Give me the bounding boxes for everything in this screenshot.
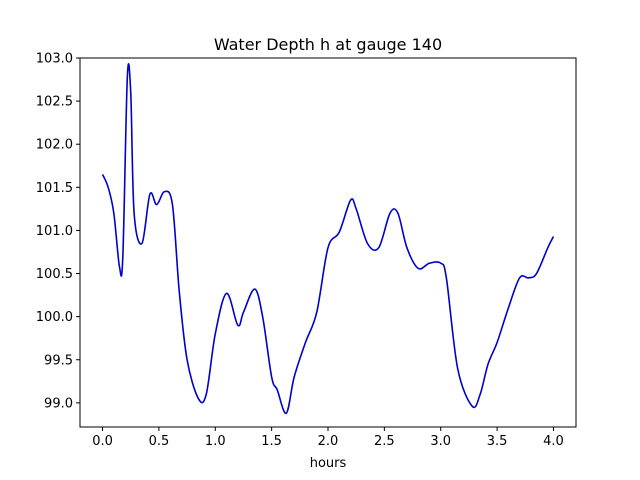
x-tick-label: 1.5: [261, 434, 282, 449]
plot-frame: [79, 57, 577, 428]
x-tick-label: 2.5: [374, 434, 395, 449]
x-tick-label: 2.0: [318, 434, 339, 449]
x-tick-label: 3.5: [487, 434, 508, 449]
chart-title: Water Depth h at gauge 140: [214, 35, 442, 54]
y-tick-label: 103.0: [36, 52, 73, 67]
y-tick-label: 100.0: [36, 310, 73, 325]
y-tick-label: 99.5: [44, 353, 73, 368]
y-tick-label: 99.0: [44, 396, 73, 411]
y-tick-label: 101.5: [36, 181, 73, 196]
x-tick-label: 3.0: [430, 434, 451, 449]
x-tick-label: 0.5: [149, 434, 170, 449]
y-tick-label: 102.5: [36, 95, 73, 110]
y-tick-label: 101.0: [36, 224, 73, 239]
x-tick-label: 0.0: [92, 434, 113, 449]
x-tick-label: 4.0: [543, 434, 564, 449]
series-line-0: [101, 63, 555, 415]
x-axis-label: hours: [310, 456, 347, 471]
plot-area: 0.0 0.5 1.0 1.5 2.0 2.5 3.0 3.5 4.0 99.0 99.5 100.0…: [36, 52, 577, 449]
y-tick-label: 102.0: [36, 138, 73, 153]
y-tick-label: 100.5: [36, 267, 73, 282]
x-tick-label: 1.0: [205, 434, 226, 449]
